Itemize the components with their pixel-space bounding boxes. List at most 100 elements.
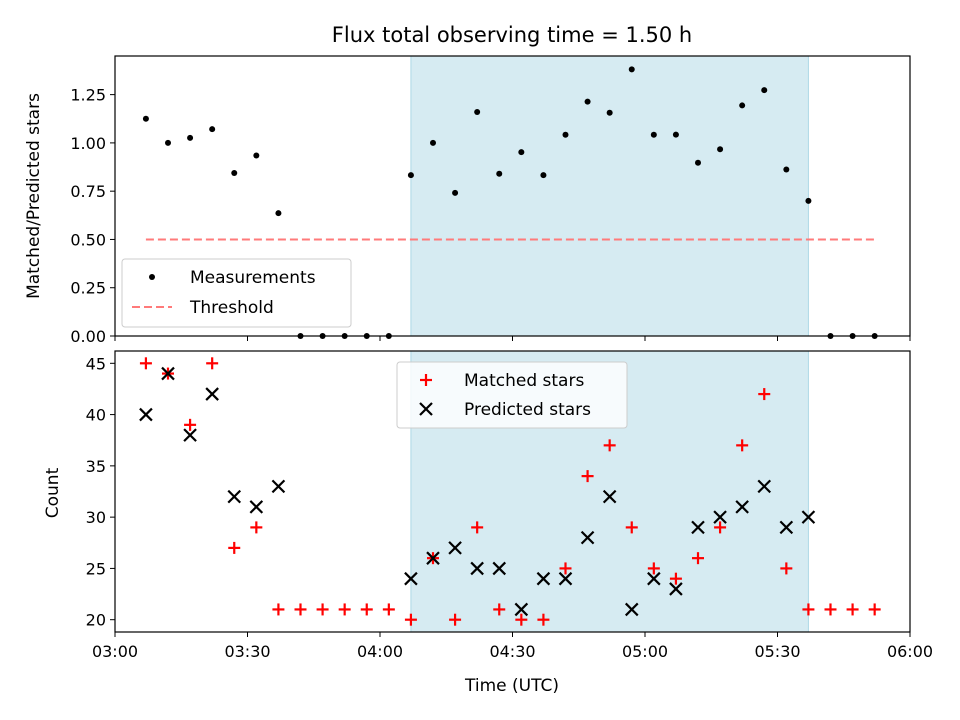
ratio-panel: 0.00 0.25 0.50 0.75 1.00 1.25 Matched/Predict… [24,55,911,346]
matched-star-point [692,552,704,565]
predicted-star-point [205,387,219,401]
matched-star-point [493,603,506,616]
ratio-ytick-label: 1.00 [70,134,106,153]
count-xtick-label: 03:30 [224,642,270,661]
predicted-star-point [691,520,705,535]
count-ytick-label: 45 [86,354,106,373]
count-xlabel: Time (UTC) [464,676,559,696]
count-xtick-label: 04:00 [357,642,403,661]
matched-star-point [824,603,837,616]
count-ylabel: Count [43,467,63,518]
ratio-legend-box [121,258,352,328]
predicted-star-point [580,530,595,545]
measurement-point [165,139,171,146]
measurement-point [253,152,260,159]
predicted-star-point [558,571,573,586]
predicted-star-point [183,428,197,442]
measurement-point [717,146,724,153]
matched-star-point [471,521,484,534]
measurement-point [518,149,525,156]
measurement-point [187,134,194,141]
ratio-ytick-label: 1.25 [70,86,106,105]
matched-star-point [206,357,219,370]
ratio-plot-frame [114,55,911,337]
ratio-ytick-label: 0.75 [70,182,106,201]
predicted-star-point [426,551,440,565]
count-xtick-label: 05:00 [622,642,668,661]
predicted-star-point [514,602,529,617]
ratio-ytick-label: 0.00 [70,327,106,346]
matched-star-point [736,439,749,452]
measurement-point [650,131,657,138]
count-xtick-label: 06:00 [887,642,933,661]
predicted-star-point [271,479,286,494]
measurement-point [584,98,591,105]
predicted-star-point [470,561,484,576]
count-xtick-label: 05:30 [754,642,800,661]
measurement-point [407,172,414,179]
legend-matched-marker [420,374,432,386]
ratio-ytick-label: 0.50 [70,230,106,249]
measurement-point [209,126,216,133]
matched-star-point [515,613,528,626]
measurement-point [805,197,812,204]
count-panel: 03:00 03:30 04:00 04:30 05:00 05:30 06:00 20 25 3… [43,350,933,696]
measurement-point [761,87,768,94]
measurement-point [606,109,613,116]
predicted-star-point [404,571,418,586]
legend-matched-label: Matched stars [464,371,584,391]
predicted-star-point [602,489,617,504]
legend-measurements-marker [149,274,155,280]
count-legend-box [396,361,628,429]
matched-star-point [294,603,307,616]
count-xtick-label: 03:00 [92,642,138,661]
measurement-point [275,210,282,217]
matched-star-point [316,603,329,616]
predicted-star-point [448,541,462,555]
legend-predicted-marker [419,402,433,416]
ratio-ylabel: Matched/Predicted stars [24,93,44,299]
measurement-point [562,131,569,138]
matched-star-point [404,613,417,626]
predicted-star-point [139,407,153,422]
matched-star-point [382,603,395,616]
measurement-point [452,189,459,196]
count-ytick-label: 35 [86,457,106,476]
matched-star-point [184,418,197,431]
predicted-star-point [801,510,816,524]
predicted-star-point [647,571,661,586]
matched-star-point [714,521,727,534]
matched-star-point [581,470,594,483]
count-ytick-label: 25 [86,559,106,578]
ratio-legend: Measurements Threshold [121,258,352,328]
matched-star-point [228,541,241,554]
matched-star-point [272,603,285,616]
count-ytick-label: 40 [86,406,106,425]
count-plot-frame [114,350,911,633]
predicted-star-point [757,479,772,494]
predicted-star-point [669,582,683,596]
matched-star-point [669,572,682,585]
matched-star-point [758,388,771,401]
measurement-point [231,170,238,177]
matched-star-point [250,521,263,534]
matched-star-point [625,521,638,534]
measurement-point [672,131,679,138]
legend-measurements-label: Measurements [190,268,316,288]
predicted-star-point [536,571,551,586]
predicted-star-point [624,602,639,617]
count-ytick-label: 20 [86,611,106,630]
count-legend: Matched stars Predicted stars [396,361,628,429]
predicted-star-point [713,510,727,524]
measurement-point [695,159,701,166]
matched-star-point [338,603,351,616]
legend-threshold-label: Threshold [189,298,274,318]
predicted-star-point [735,500,749,514]
measurement-point [540,172,547,179]
count-xtick-label: 04:30 [489,642,535,661]
matched-star-point [647,562,660,575]
measurement-point [783,166,790,173]
predicted-star-point [161,366,175,381]
ratio-ytick-label: 0.25 [70,279,106,298]
